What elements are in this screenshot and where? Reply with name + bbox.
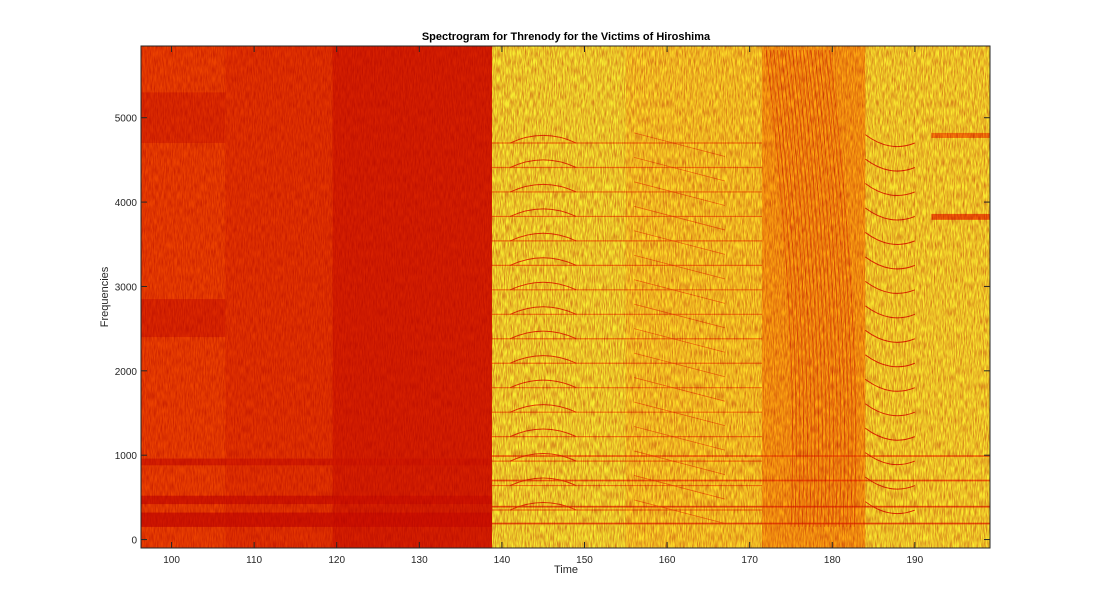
y-tick-label-1000: 1000 <box>115 451 138 462</box>
spectrogram-texture <box>141 46 990 548</box>
axes-box <box>140 45 991 549</box>
x-tick-label-130: 130 <box>411 555 428 566</box>
y-tick-label-4000: 4000 <box>115 198 138 209</box>
y-axis-label: Frequencies <box>99 266 111 327</box>
x-tick-label-160: 160 <box>659 555 676 566</box>
x-tick-label-100: 100 <box>163 555 180 566</box>
chart-title: Spectrogram for Threnody for the Victims… <box>422 31 711 43</box>
y-tick-label-3000: 3000 <box>115 282 138 293</box>
x-tick-label-120: 120 <box>328 555 345 566</box>
x-tick-label-190: 190 <box>907 555 924 566</box>
y-axis: 0 1000 2000 3000 4000 5000 <box>115 114 990 547</box>
y-tick-label-0: 0 <box>131 536 137 547</box>
y-tick-label-2000: 2000 <box>115 367 138 378</box>
plot-area <box>141 46 990 548</box>
x-tick-label-140: 140 <box>494 555 511 566</box>
x-tick-label-110: 110 <box>246 555 262 566</box>
x-axis: 100 110 120 130 140 150 160 170 180 190 <box>163 46 924 566</box>
y-tick-label-5000: 5000 <box>115 114 138 125</box>
x-tick-label-170: 170 <box>741 555 758 566</box>
x-tick-label-180: 180 <box>824 555 841 566</box>
x-axis-label: Time <box>554 564 578 576</box>
x-tick-label-150: 150 <box>576 555 593 566</box>
